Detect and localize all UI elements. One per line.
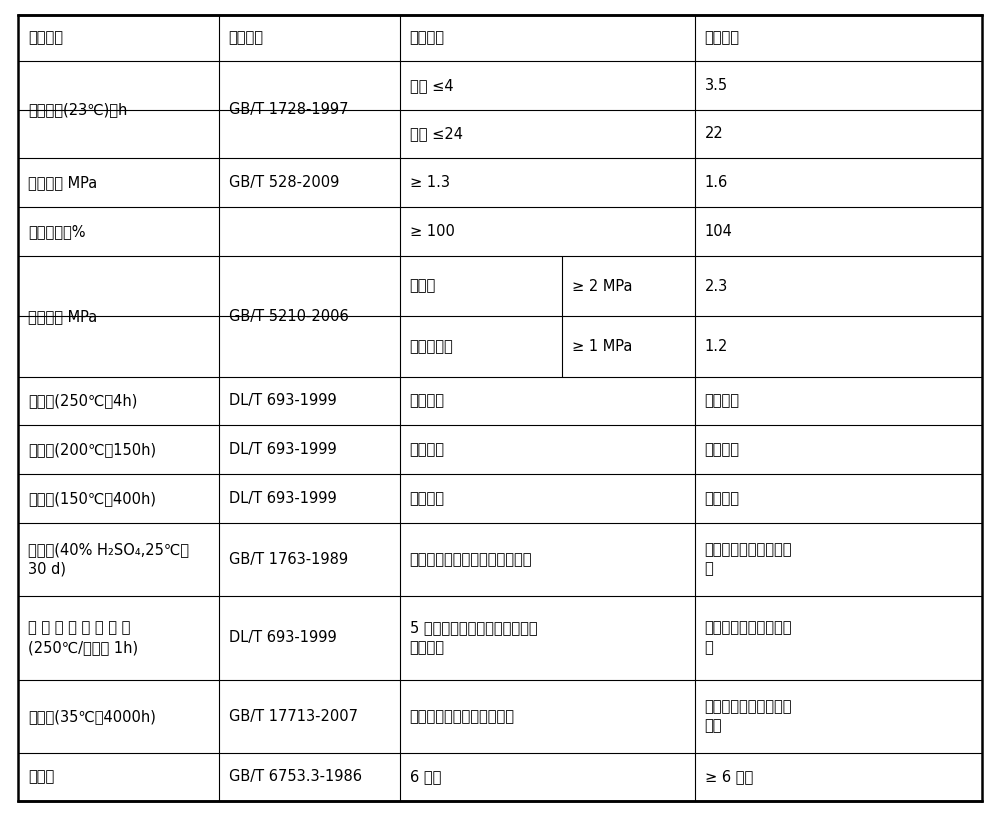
Text: 检测指标: 检测指标 (410, 30, 445, 45)
Text: ≥ 100: ≥ 100 (410, 224, 455, 239)
Text: 涂层无起泡、脱落、无
生锈: 涂层无起泡、脱落、无 生锈 (705, 699, 792, 734)
Text: GB/T 17713-2007: GB/T 17713-2007 (229, 708, 358, 724)
Text: 6 个月: 6 个月 (410, 769, 441, 784)
Text: 钢基体: 钢基体 (410, 278, 436, 294)
Text: 1.6: 1.6 (705, 175, 728, 190)
Text: 断裂伸长率%: 断裂伸长率% (28, 224, 86, 239)
Text: 涂层完好: 涂层完好 (705, 442, 740, 457)
Text: 检测标准: 检测标准 (229, 30, 264, 45)
Text: 干燥时间(23℃)，h: 干燥时间(23℃)，h (28, 102, 127, 117)
Text: 涂层无起泡、裂纹、剥
落: 涂层无起泡、裂纹、剥 落 (705, 542, 792, 576)
Text: 耐盐雾(35℃，4000h): 耐盐雾(35℃，4000h) (28, 708, 156, 724)
Text: 1.2: 1.2 (705, 339, 728, 354)
Text: GB/T 5210-2006: GB/T 5210-2006 (229, 308, 348, 324)
Text: 拉伸强度 MPa: 拉伸强度 MPa (28, 175, 97, 190)
Text: GB/T 6753.3-1986: GB/T 6753.3-1986 (229, 769, 362, 784)
Text: 涂层完好: 涂层完好 (410, 491, 445, 506)
Text: 表干 ≤4: 表干 ≤4 (410, 78, 453, 93)
Text: 粘结强度 MPa: 粘结强度 MPa (28, 308, 97, 324)
Text: DL/T 693-1999: DL/T 693-1999 (229, 393, 336, 408)
Text: GB/T 1763-1989: GB/T 1763-1989 (229, 552, 348, 566)
Text: GB/T 528-2009: GB/T 528-2009 (229, 175, 339, 190)
Text: 涂层完好: 涂层完好 (705, 491, 740, 506)
Text: 涂层完好: 涂层完好 (705, 393, 740, 408)
Text: 储存期: 储存期 (28, 769, 54, 784)
Text: 104: 104 (705, 224, 733, 239)
Text: DL/T 693-1999: DL/T 693-1999 (229, 442, 336, 457)
Text: 3.5: 3.5 (705, 78, 728, 93)
Text: ≥ 1 MPa: ≥ 1 MPa (572, 339, 632, 354)
Text: 涂层无起泡、脱落、无生锈: 涂层无起泡、脱落、无生锈 (410, 708, 515, 724)
Text: ≥ 1.3: ≥ 1.3 (410, 175, 450, 190)
Text: ≥ 6 个月: ≥ 6 个月 (705, 769, 753, 784)
Text: 22: 22 (705, 126, 723, 141)
Text: 耐温性(150℃，400h): 耐温性(150℃，400h) (28, 491, 156, 506)
Text: 耐 高 低 温 交 变 性 能
(250℃/室温各 1h): 耐 高 低 温 交 变 性 能 (250℃/室温各 1h) (28, 621, 138, 654)
Text: GB/T 1728-1997: GB/T 1728-1997 (229, 102, 348, 117)
Text: 涂层无起泡、裂纹、剥
落: 涂层无起泡、裂纹、剥 落 (705, 621, 792, 654)
Text: 涂层完好: 涂层完好 (410, 442, 445, 457)
Text: 检测结果: 检测结果 (705, 30, 740, 45)
Text: 实干 ≤24: 实干 ≤24 (410, 126, 463, 141)
Text: 耐温性(250℃，4h): 耐温性(250℃，4h) (28, 393, 137, 408)
Text: ≥ 2 MPa: ≥ 2 MPa (572, 278, 632, 294)
Text: 耐温性(200℃，150h): 耐温性(200℃，150h) (28, 442, 156, 457)
Text: 涂层无起泡，无开裂纹，无剥落: 涂层无起泡，无开裂纹，无剥落 (410, 552, 532, 566)
Text: DL/T 693-1999: DL/T 693-1999 (229, 630, 336, 645)
Text: 涂层完好: 涂层完好 (410, 393, 445, 408)
Text: 2.3: 2.3 (705, 278, 728, 294)
Text: 5 个循环，涂层无起泡、开裂、
剥落现象: 5 个循环，涂层无起泡、开裂、 剥落现象 (410, 621, 537, 654)
Text: 混凝土基体: 混凝土基体 (410, 339, 453, 354)
Text: 耐酸性(40% H₂SO₄,25℃，
30 d): 耐酸性(40% H₂SO₄,25℃， 30 d) (28, 542, 189, 576)
Text: DL/T 693-1999: DL/T 693-1999 (229, 491, 336, 506)
Text: 检测项目: 检测项目 (28, 30, 63, 45)
